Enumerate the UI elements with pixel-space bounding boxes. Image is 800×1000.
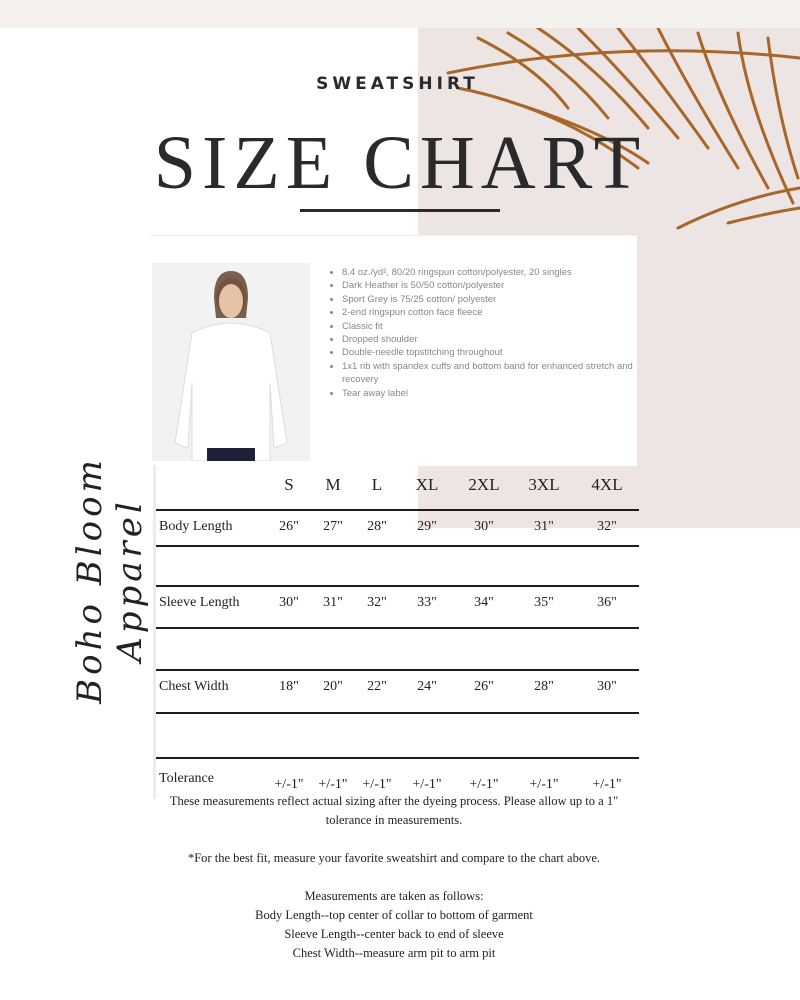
table-cell: 26": [279, 519, 299, 534]
size-header: 3XL: [528, 475, 560, 494]
table-cell: 30": [597, 679, 617, 694]
page-title: SIZE CHART: [153, 121, 647, 205]
palm-leaf-illustration: [446, 28, 800, 230]
row-label: Body Length: [159, 519, 233, 534]
spacer-row: [156, 629, 639, 671]
table-cell: +/-1": [412, 777, 442, 792]
product-info-card: 8.4 oz./yd², 80/20 ringspun cotton/polye…: [150, 235, 637, 466]
table-cell: +/-1": [274, 777, 304, 792]
size-header: M: [325, 475, 341, 494]
table-cell: 33": [417, 595, 437, 610]
table-cell: 35": [534, 595, 554, 610]
table-cell: 28": [367, 519, 387, 534]
spacer-row: [156, 714, 639, 759]
row-label: Sleeve Length: [159, 595, 240, 610]
table-cell: +/-1": [318, 777, 348, 792]
note-line: Chest Width--measure arm pit to arm pit: [292, 946, 496, 960]
row-label: Tolerance: [159, 771, 214, 786]
table-cell: +/-1": [362, 777, 392, 792]
product-type-heading: SWEATSHIRT: [316, 74, 479, 94]
table-cell: 34": [474, 595, 494, 610]
table-cell: 24": [417, 679, 437, 694]
note-line: Measurements are taken as follows:: [304, 889, 484, 903]
feature-item: Dropped shoulder: [342, 333, 642, 346]
table-cell: 32": [597, 519, 617, 534]
brand-signature: Boho Bloom Apparel: [70, 456, 150, 704]
table-cell: 31": [534, 519, 554, 534]
feature-item: 8.4 oz./yd², 80/20 ringspun cotton/polye…: [342, 266, 642, 279]
table-cell: 31": [323, 595, 343, 610]
feature-item: Double-needle topstitching throughout: [342, 346, 642, 359]
table-cell: 18": [279, 679, 299, 694]
note-line: *For the best fit, measure your favorite…: [187, 851, 600, 865]
size-table: S M L XL 2XL 3XL 4XL Body Length 26" 27" 28" 29" 30"…: [153, 465, 639, 799]
table-cell: +/-1": [529, 777, 559, 792]
size-header: S: [284, 475, 294, 494]
size-header: 4XL: [591, 475, 623, 494]
feature-item: 1x1 rib with spandex cuffs and bottom ba…: [342, 360, 642, 387]
feature-list: 8.4 oz./yd², 80/20 ringspun cotton/polye…: [328, 266, 642, 400]
size-header: XL: [415, 475, 439, 494]
table-cell: +/-1": [469, 777, 499, 792]
table-cell: 36": [597, 595, 617, 610]
note-line: Sleeve Length--center back to end of sle…: [284, 927, 504, 941]
size-header-row: S M L XL 2XL 3XL 4XL: [156, 465, 639, 511]
row-label: Chest Width: [159, 679, 229, 694]
table-cell: 22": [367, 679, 387, 694]
note-line: Body Length--top center of collar to bot…: [255, 908, 533, 922]
spacer-row: [156, 547, 639, 587]
table-row: Sleeve Length 30" 31" 32" 33" 34" 35" 36": [156, 587, 639, 629]
table-row: Tolerance +/-1" +/-1" +/-1" +/-1" +/-1" +/-1" +…: [156, 759, 639, 799]
note-line: These measurements reflect actual sizing…: [169, 794, 619, 827]
table-cell: 29": [417, 519, 437, 534]
feature-item: Dark Heather is 50/50 cotton/polyester: [342, 279, 642, 292]
table-cell: 30": [279, 595, 299, 610]
size-header: L: [371, 475, 383, 494]
table-cell: +/-1": [592, 777, 622, 792]
table-row: Body Length 26" 27" 28" 29" 30" 31" 32": [156, 511, 639, 547]
note-line: [150, 868, 638, 887]
feature-item: Classic fit: [342, 320, 642, 333]
table-cell: 30": [474, 519, 494, 534]
title-underline: [300, 209, 500, 212]
table-cell: 32": [367, 595, 387, 610]
note-line: [150, 830, 638, 849]
table-cell: 26": [474, 679, 494, 694]
table-cell: 20": [323, 679, 343, 694]
size-header: 2XL: [468, 475, 500, 494]
feature-item: Tear away label: [342, 387, 642, 400]
feature-item: Sport Grey is 75/25 cotton/ polyester: [342, 293, 642, 306]
table-cell: 28": [534, 679, 554, 694]
top-strip: [0, 0, 800, 28]
table-cell: 27": [323, 519, 343, 534]
table-row: Chest Width 18" 20" 22" 24" 26" 28" 30": [156, 671, 639, 714]
feature-item: 2-end ringspun cotton face fleece: [342, 306, 642, 319]
measurement-notes: These measurements reflect actual sizing…: [150, 792, 638, 963]
product-photo: [152, 263, 310, 461]
